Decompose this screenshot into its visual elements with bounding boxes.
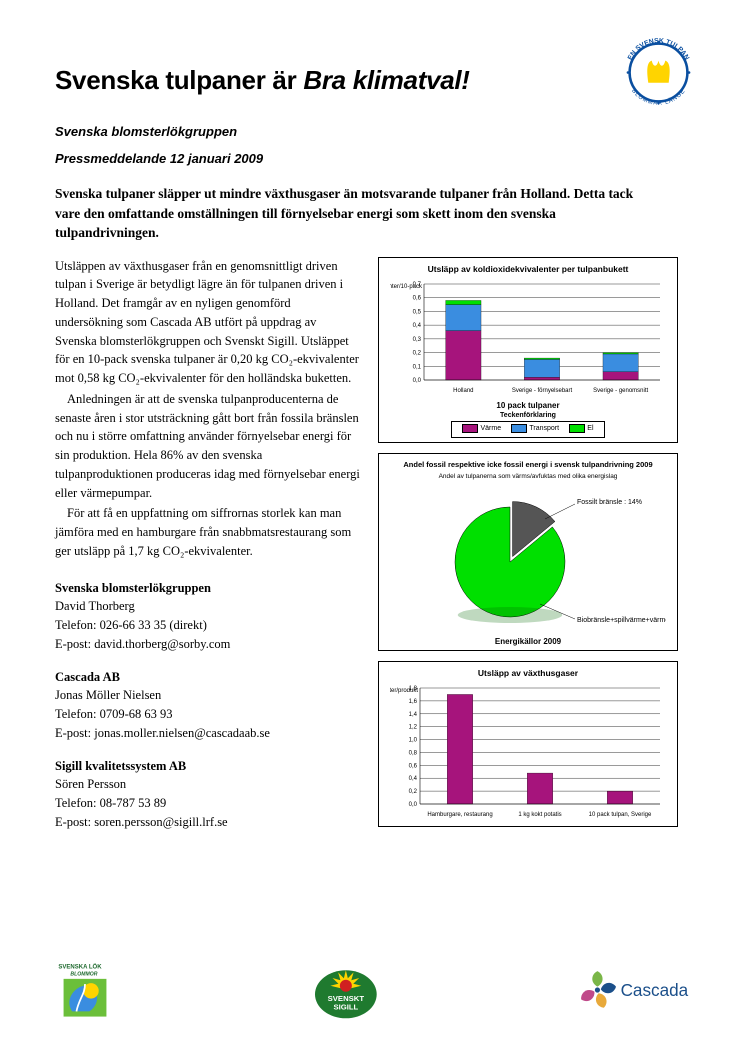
chart1-caption: 10 pack tulpaner [385, 401, 671, 410]
title-plain: Svenska tulpaner är [55, 65, 303, 95]
chart1-box: Utsläpp av koldioxidekvivalenter per tul… [378, 257, 678, 443]
chart1-legend: Värme Transport El [451, 421, 604, 438]
svg-text:0,2: 0,2 [409, 789, 418, 795]
svg-text:0,3: 0,3 [413, 337, 422, 343]
svg-text:Hamburgare, restaurang: Hamburgare, restaurang [427, 812, 492, 818]
contact-block: Cascada AB Jonas Möller Nielsen Telefon:… [55, 668, 360, 743]
body-p3: För att få en uppfattning om siffrornas … [55, 504, 360, 560]
chart1-legend-title: Teckenförklaring [385, 412, 671, 419]
logo-text-bottom: BLOMMAR LÄNGE [630, 88, 687, 107]
svg-text:1 kg kokt potatis: 1 kg kokt potatis [518, 812, 561, 818]
svg-text:BLOMMAR LÄNGE: BLOMMAR LÄNGE [630, 88, 687, 107]
contact-email: E-post: david.thorberg@sorby.com [55, 635, 360, 654]
svg-text:SIGILL: SIGILL [333, 1002, 358, 1011]
svg-text:0,4: 0,4 [413, 323, 422, 329]
svg-text:0,0: 0,0 [413, 378, 422, 384]
body-p1: Utsläppen av växthusgaser från en genoms… [55, 257, 360, 388]
cascada-logo: Cascada [576, 960, 696, 1020]
subhead: Svenska blomsterlökgruppen [55, 124, 696, 139]
page-title: Svenska tulpaner är Bra klimatval! [55, 65, 696, 96]
contact-name: Sören Persson [55, 775, 360, 794]
legend-label: El [587, 425, 593, 432]
contact-phone: Telefon: 08-787 53 89 [55, 794, 360, 813]
svg-text:0,1: 0,1 [413, 364, 422, 370]
svg-text:Sverige - förnyelsebart: Sverige - förnyelsebart [512, 388, 573, 394]
svg-text:1,6: 1,6 [409, 699, 418, 705]
svg-text:SVENSKA LÖK: SVENSKA LÖK [58, 963, 102, 970]
charts-column: Utsläpp av koldioxidekvivalenter per tul… [378, 257, 678, 846]
legend-label: Värme [480, 425, 501, 432]
svg-text:0,5: 0,5 [413, 309, 422, 315]
contact-org: Sigill kvalitetssystem AB [55, 757, 360, 776]
svg-text:1,8: 1,8 [409, 686, 418, 692]
contact-phone: Telefon: 0709-68 63 93 [55, 705, 360, 724]
contact-org: Cascada AB [55, 668, 360, 687]
contact-org: Svenska blomsterlökgruppen [55, 579, 360, 598]
svg-text:Cascada: Cascada [621, 980, 689, 1000]
chart3-svg: kg koldioxidekvivalenter/produkt0,00,20,… [390, 682, 666, 822]
contact-block: Svenska blomsterlökgruppen David Thorber… [55, 579, 360, 654]
chart2-subtitle: Andel av tulpanerna som värms/avfuktas m… [385, 473, 671, 480]
svg-text:0,4: 0,4 [409, 776, 418, 782]
title-emph: Bra klimatval! [303, 65, 469, 95]
date-line: Pressmeddelande 12 januari 2009 [55, 151, 696, 166]
contact-email: E-post: soren.persson@sigill.lrf.se [55, 813, 360, 832]
svg-text:0,6: 0,6 [409, 763, 418, 769]
footer-logos: SVENSKA LÖK BLOMMOR SVEN [55, 957, 696, 1022]
contact-email: E-post: jonas.moller.nielsen@cascadaab.s… [55, 724, 360, 743]
chart1-svg: kg CO2-ekvivalenter/10-pack0,00,10,20,30… [390, 278, 666, 398]
body-column: Utsläppen av växthusgaser från en genoms… [55, 257, 360, 846]
svg-text:0,0: 0,0 [409, 802, 418, 808]
svg-text:0,7: 0,7 [413, 282, 422, 288]
svenskt-sigill-logo: SVENSKT SIGILL [303, 960, 389, 1020]
svg-text:Holland: Holland [453, 388, 473, 394]
svg-text:Biobränsle+spillvärme+värmepum: Biobränsle+spillvärme+värmepump : 86% [577, 617, 666, 624]
contact-name: David Thorberg [55, 597, 360, 616]
svg-text:1,2: 1,2 [409, 724, 418, 730]
legend-label: Transport [529, 425, 559, 432]
chart3-box: Utsläpp av växthusgaser kg koldioxidekvi… [378, 661, 678, 827]
logo-text-top: EN SVENSK TULPAN [627, 38, 690, 62]
chart2-caption: Energikällor 2009 [385, 637, 671, 646]
svg-text:BLOMMOR: BLOMMOR [70, 971, 97, 977]
contact-block: Sigill kvalitetssystem AB Sören Persson … [55, 757, 360, 832]
chart1-title: Utsläpp av koldioxidekvivalenter per tul… [385, 264, 671, 274]
chart2-box: Andel fossil respektive icke fossil ener… [378, 453, 678, 651]
lead-paragraph: Svenska tulpaner släpper ut mindre växth… [55, 184, 645, 243]
svg-text:0,6: 0,6 [413, 295, 422, 301]
svg-text:0,2: 0,2 [413, 350, 422, 356]
svg-text:10 pack tulpan, Sverige: 10 pack tulpan, Sverige [589, 812, 652, 818]
body-p2: Anledningen är att de svenska tulpanprod… [55, 390, 360, 503]
svg-text:1,0: 1,0 [409, 737, 418, 743]
svg-text:SVENSKT: SVENSKT [327, 994, 364, 1003]
svg-text:Sverige - genomsnitt: Sverige - genomsnitt [593, 388, 648, 394]
chart2-svg: Fossilt bränsle : 14% Biobränsle+spillvär… [390, 484, 666, 634]
contacts: Svenska blomsterlökgruppen David Thorber… [55, 579, 360, 832]
contact-name: Jonas Möller Nielsen [55, 686, 360, 705]
svg-text:1,4: 1,4 [409, 711, 418, 717]
svensk-tulpan-logo: EN SVENSK TULPAN BLOMMAR LÄNGE [616, 30, 701, 115]
svg-text:0,8: 0,8 [409, 750, 418, 756]
svg-text:EN SVENSK TULPAN: EN SVENSK TULPAN [627, 38, 690, 62]
svenska-lok-blommor-logo: SVENSKA LÖK BLOMMOR [55, 960, 115, 1020]
chart2-title: Andel fossil respektive icke fossil ener… [385, 460, 671, 469]
two-column-body: Utsläppen av växthusgaser från en genoms… [55, 257, 696, 846]
contact-phone: Telefon: 026-66 33 35 (direkt) [55, 616, 360, 635]
press-release-page: EN SVENSK TULPAN BLOMMAR LÄNGE Svenska t… [0, 0, 746, 1052]
svg-text:Fossilt bränsle : 14%: Fossilt bränsle : 14% [577, 499, 642, 506]
chart3-title: Utsläpp av växthusgaser [385, 668, 671, 678]
